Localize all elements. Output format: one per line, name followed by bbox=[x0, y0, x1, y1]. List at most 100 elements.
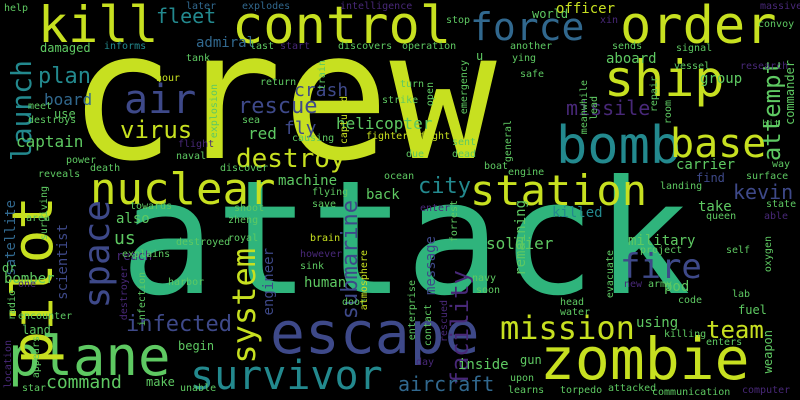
word-destroys: destroys bbox=[28, 115, 77, 126]
word-meanwhile: meanwhile bbox=[579, 80, 590, 135]
word-enterprise: enterprise bbox=[407, 280, 418, 341]
word-repair: repair bbox=[649, 76, 660, 113]
word-due: due bbox=[406, 149, 425, 160]
word-army: army bbox=[648, 279, 673, 290]
word-towards: towards bbox=[130, 201, 173, 212]
word-use: use bbox=[54, 107, 76, 121]
word-signal: signal bbox=[676, 43, 713, 54]
word-infection: infection bbox=[137, 272, 148, 327]
word-reveals: reveals bbox=[38, 169, 81, 180]
word-weapon: weapon bbox=[761, 330, 775, 374]
word-dead: dead bbox=[452, 149, 477, 160]
word-military: military bbox=[628, 233, 696, 249]
word-sent: sent bbox=[452, 137, 477, 148]
word-one: one bbox=[18, 279, 37, 290]
word-human: human bbox=[304, 275, 347, 291]
word-attack: attack bbox=[120, 147, 691, 331]
word-ship: ship bbox=[604, 50, 725, 108]
word-help: help bbox=[4, 3, 29, 14]
word-upon: upon bbox=[510, 373, 535, 384]
word-rescued: rescued bbox=[439, 300, 450, 343]
word-soon: soon bbox=[476, 285, 501, 296]
word-station: station bbox=[470, 166, 648, 215]
word-operation: operation bbox=[402, 41, 457, 52]
word-force: force bbox=[470, 5, 585, 49]
word-forrest: forrest bbox=[449, 200, 460, 243]
word-xin: xin bbox=[600, 15, 619, 26]
word-location: location bbox=[3, 340, 14, 389]
word-shoot: shoot bbox=[234, 203, 265, 214]
word-atmosphere: atmosphere bbox=[359, 250, 370, 311]
word-killing: killing bbox=[664, 329, 707, 340]
word-back: back bbox=[366, 187, 400, 203]
word-unable: unable bbox=[180, 383, 217, 394]
word-day: day bbox=[416, 357, 435, 368]
word-queen: queen bbox=[706, 211, 737, 222]
word-command: command bbox=[46, 372, 122, 393]
word-project: project bbox=[640, 245, 683, 256]
word-discover: discover bbox=[220, 163, 269, 174]
word-inside: inside bbox=[458, 357, 509, 373]
word-order: order bbox=[620, 0, 777, 56]
word-ying: ying bbox=[512, 53, 537, 64]
word-hour: hour bbox=[156, 73, 181, 84]
word-take: take bbox=[698, 199, 732, 215]
word-lead: lead bbox=[589, 96, 600, 121]
word-another: another bbox=[510, 41, 553, 52]
word-control: control bbox=[232, 0, 452, 56]
word-death: death bbox=[90, 163, 121, 174]
word-explains: explains bbox=[122, 249, 171, 260]
word-safe: safe bbox=[520, 69, 545, 80]
word-star: star bbox=[22, 383, 47, 394]
word-way: way bbox=[772, 159, 791, 170]
word-strike: strike bbox=[382, 95, 419, 106]
word-destroyed: destroyed bbox=[176, 237, 231, 248]
word-later: later bbox=[186, 1, 217, 12]
word-fighter: fighter bbox=[366, 131, 409, 142]
word-flying: flying bbox=[312, 187, 349, 198]
word-landing: landing bbox=[660, 181, 703, 192]
word-zheng: zheng bbox=[228, 215, 259, 226]
word-discovers: discovers bbox=[338, 41, 393, 52]
word-dr: dr bbox=[2, 261, 17, 275]
word-destroy: destroy bbox=[236, 144, 346, 174]
word-message: message bbox=[423, 236, 439, 296]
word-mission: mission bbox=[500, 309, 635, 347]
word-royal: royal bbox=[228, 233, 259, 244]
word-naval: naval bbox=[176, 151, 207, 162]
word-convoy: convoy bbox=[758, 19, 795, 30]
word-learns: learns bbox=[508, 385, 545, 396]
word-massive: massive bbox=[760, 1, 800, 12]
word-hit: hit bbox=[762, 119, 781, 130]
word-infected: infected bbox=[126, 312, 232, 337]
word-communication: communication bbox=[652, 387, 731, 398]
word-find: find bbox=[696, 171, 725, 185]
word-aircraft: aircraft bbox=[398, 372, 495, 396]
word-make: make bbox=[146, 375, 175, 389]
word-door: door bbox=[342, 297, 367, 308]
word-crew: crew bbox=[68, 0, 497, 200]
word-lab: lab bbox=[732, 289, 751, 300]
word-room: room bbox=[663, 100, 674, 125]
word-computer: computer bbox=[742, 385, 791, 396]
word-surviving: surviving bbox=[39, 186, 50, 241]
word-us: us bbox=[114, 228, 136, 249]
word-engine: engine bbox=[508, 167, 545, 178]
word-bomb: bomb bbox=[556, 116, 682, 176]
word-base: base bbox=[670, 121, 767, 167]
word-emergency: emergency bbox=[459, 60, 470, 115]
word-space: space bbox=[77, 200, 118, 309]
word-admiral: admiral bbox=[196, 35, 256, 51]
word-ocean: ocean bbox=[384, 171, 415, 182]
word-destroyer: destroyer bbox=[119, 266, 130, 321]
word-remaining: remaining bbox=[513, 200, 529, 276]
word-research: research bbox=[740, 61, 789, 72]
word-crash: crash bbox=[294, 80, 349, 101]
word-attempt: attempt bbox=[758, 60, 786, 162]
word-flight: flight bbox=[178, 139, 215, 150]
word-boat: boat bbox=[484, 161, 509, 172]
word-aboard: aboard bbox=[606, 51, 657, 67]
word-radio: radio bbox=[7, 290, 18, 321]
word-kevin: kevin bbox=[733, 180, 794, 204]
word-rescue: rescue bbox=[238, 94, 318, 119]
